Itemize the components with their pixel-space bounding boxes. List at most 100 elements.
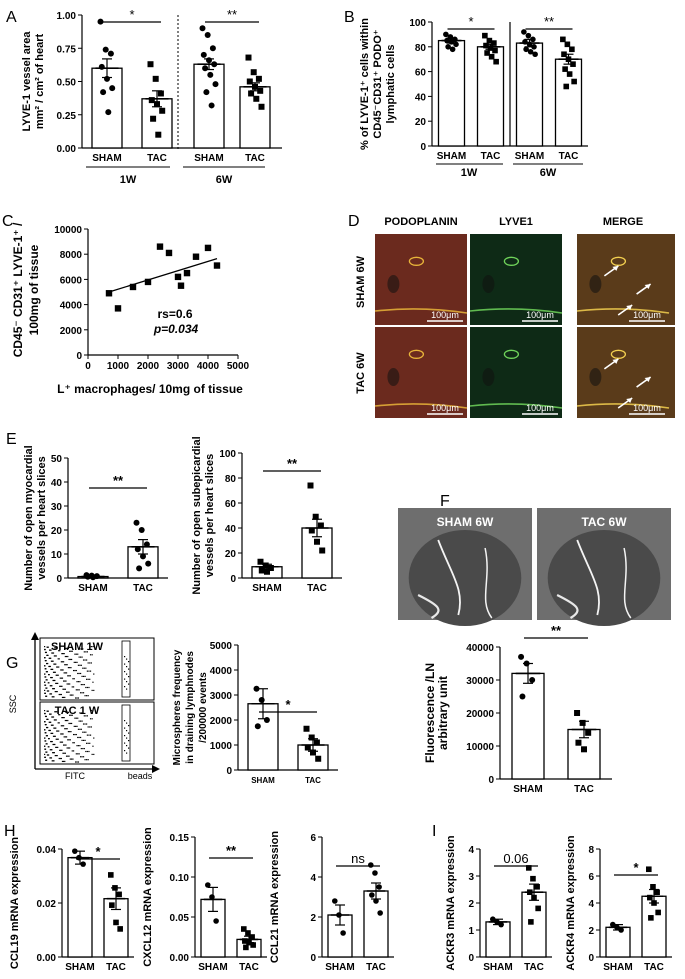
panel-e-right-chart: 0 20 40 60 80 100 SHAM TAC Number of open subepi…: [191, 436, 342, 595]
correlation-coefficient: rs=0.6: [157, 307, 192, 321]
flow-event: [44, 740, 46, 742]
flow-event: [66, 728, 68, 730]
bar: [605, 926, 631, 958]
flow-event: [53, 743, 55, 746]
flow-event: [80, 747, 82, 750]
flow-event: [51, 749, 53, 751]
flow-event: [75, 669, 77, 672]
flow-event: [46, 754, 48, 756]
y-tick-label: 6: [310, 833, 316, 844]
flow-event: [55, 663, 57, 665]
flow-event: [52, 716, 55, 718]
flow-event: [59, 693, 61, 696]
data-point: [579, 719, 586, 726]
data-point: [519, 693, 526, 700]
flow-event: [85, 667, 87, 669]
flow-event: [72, 686, 75, 688]
flow-event: [52, 688, 54, 690]
y-axis-label: CD45⁻CD31⁺ PODO⁺: [372, 29, 384, 138]
x-tick-label: SHAM: [198, 962, 227, 973]
flow-event: [75, 653, 77, 655]
data-point: [303, 725, 310, 732]
flow-event: [71, 714, 73, 716]
data-point: [157, 90, 164, 97]
panel-i-chart-1: 0 2 4 6 8 SHAM TAC ACKR4 mRNA expression *: [565, 835, 672, 973]
flow-event: [67, 711, 70, 713]
y-tick-label: 4: [468, 845, 474, 856]
bar: [511, 672, 545, 780]
y-tick-label: 4000: [210, 666, 233, 677]
flow-event: [52, 724, 54, 726]
flow-event: [51, 696, 53, 698]
y-tick-label: 10: [51, 550, 63, 561]
flow-event: [44, 692, 46, 694]
data-point: [528, 919, 534, 925]
flow-event: [75, 697, 77, 699]
data-point: [102, 46, 109, 53]
y-tick-label: 50: [51, 454, 63, 465]
data-point: [213, 262, 221, 269]
panel-letter: G: [6, 655, 18, 672]
flow-event: [44, 710, 46, 712]
flow-event: [124, 663, 126, 665]
flow-event: [84, 739, 86, 741]
data-point: [319, 547, 326, 554]
data-point: [144, 278, 152, 286]
flow-event: [79, 681, 81, 683]
flow-event: [55, 754, 57, 757]
y-axis-label: Number of open myocardial: [23, 445, 35, 590]
flow-event: [79, 728, 81, 730]
panel-e-left-chart: 0 10 20 30 40 50 SHAM TAC Number of open myocard…: [23, 445, 168, 594]
data-point: [569, 46, 575, 53]
significance-label: 0.06: [503, 851, 528, 866]
flow-event: [44, 745, 46, 747]
vessel-lumen: [503, 349, 520, 359]
panel-a-chart: 0.00 0.25 0.50 0.75 1.00 SHAM TAC SHAM TAC LYVE-1…: [21, 7, 282, 164]
data-point: [492, 47, 498, 54]
y-tick-label: 1.00: [57, 11, 77, 22]
flow-event: [58, 693, 60, 696]
flow-event: [87, 662, 89, 664]
flow-event: [68, 691, 70, 693]
flow-event: [72, 669, 75, 672]
flow-event: [52, 688, 55, 690]
data-point: [155, 131, 162, 138]
data-point: [258, 103, 265, 110]
flow-event: [44, 646, 46, 648]
data-point: [523, 660, 530, 667]
x-tick-label: TAC: [524, 962, 544, 973]
data-point: [264, 568, 270, 575]
flow-event: [44, 721, 46, 723]
flow-event: [63, 725, 65, 727]
y-tick-label: 2: [468, 899, 474, 910]
flow-event: [77, 697, 80, 699]
flow-event: [83, 731, 85, 733]
flow-event: [86, 651, 88, 653]
flow-event: [79, 712, 81, 714]
flow-event: [85, 686, 87, 689]
heart-silhouette: [547, 530, 661, 626]
flow-event: [77, 745, 80, 747]
flow-event: [49, 649, 51, 651]
y-axis-label: ACKR3 mRNA expression: [445, 835, 457, 971]
flow-event: [56, 674, 58, 676]
data-point: [150, 115, 157, 122]
flow-event: [56, 754, 58, 757]
flow-event: [64, 696, 66, 699]
dark-region: [589, 275, 602, 294]
data-point: [245, 54, 252, 61]
flow-event: [76, 681, 78, 683]
arrow-head: [31, 632, 39, 640]
flow-event: [47, 646, 49, 648]
flow-event: [49, 665, 51, 668]
flow-event: [44, 668, 46, 670]
y-tick-label: 0.00: [57, 144, 77, 155]
flow-event: [60, 741, 62, 743]
data-point: [610, 921, 616, 928]
flow-event: [55, 738, 57, 740]
flow-event: [50, 740, 52, 743]
y-axis-label: 100mg of tissue: [27, 244, 41, 335]
flow-event: [54, 647, 56, 649]
flow-event: [124, 727, 126, 729]
